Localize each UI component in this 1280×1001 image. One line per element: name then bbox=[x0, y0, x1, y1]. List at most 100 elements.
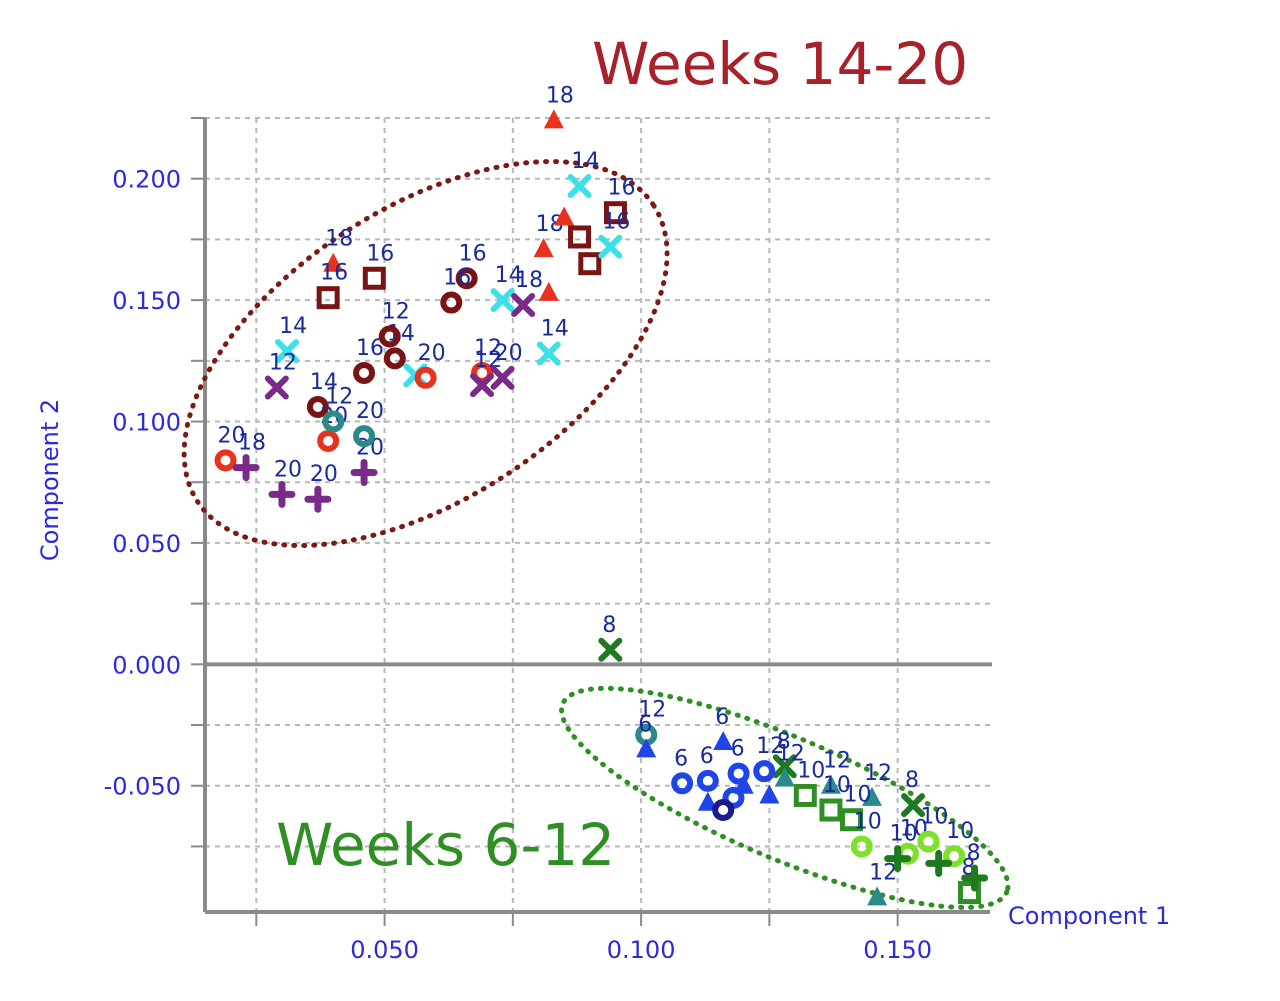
data-point-triangle bbox=[323, 252, 344, 272]
data-point-circle bbox=[850, 835, 873, 858]
data-point-circle bbox=[322, 410, 345, 433]
data-point-label: 12 bbox=[869, 860, 897, 885]
data-point-label: 20 bbox=[218, 423, 246, 448]
data-point-label: 8 bbox=[967, 841, 981, 866]
data-point-plus bbox=[884, 845, 912, 873]
data-point-label: 12 bbox=[474, 336, 502, 361]
data-point-label: 20 bbox=[495, 341, 523, 366]
data-point-square bbox=[316, 286, 340, 310]
data-point-x bbox=[536, 341, 561, 366]
data-point-circle bbox=[306, 395, 329, 418]
data-point-circle bbox=[414, 366, 437, 389]
data-point-triangle bbox=[774, 767, 795, 787]
data-point-square bbox=[957, 881, 981, 905]
data-point-circle bbox=[214, 449, 237, 472]
data-point-label: 8 bbox=[905, 768, 919, 793]
data-point-x bbox=[772, 754, 797, 779]
data-point-label: 12 bbox=[269, 351, 297, 376]
data-point-label: 18 bbox=[546, 83, 574, 108]
data-point-triangle bbox=[554, 206, 575, 226]
data-point-label: 6 bbox=[731, 737, 745, 762]
data-point-circle bbox=[753, 760, 776, 783]
data-point-circle bbox=[378, 325, 401, 348]
data-point-label: 6 bbox=[638, 712, 652, 737]
data-point-label: 16 bbox=[366, 241, 394, 266]
data-point-label: 6 bbox=[700, 744, 714, 769]
data-point-circle bbox=[317, 429, 340, 452]
data-point-x bbox=[275, 339, 300, 364]
cluster-ellipses bbox=[181, 159, 1011, 910]
data-point-x bbox=[490, 365, 515, 390]
data-point-label: 14 bbox=[572, 149, 600, 174]
data-point-label: 16 bbox=[320, 261, 348, 286]
y-tick-label: 0.200 bbox=[112, 166, 181, 194]
data-point-x bbox=[567, 173, 592, 198]
data-point-triangle bbox=[533, 238, 554, 258]
y-axis-label: Component 2 bbox=[36, 399, 64, 561]
x-tick-label: 0.050 bbox=[350, 936, 419, 964]
data-point-label: 8 bbox=[777, 729, 791, 754]
data-point-label: 10 bbox=[854, 809, 882, 834]
data-point-plus bbox=[961, 864, 989, 892]
data-point-triangle bbox=[636, 738, 657, 758]
data-point-triangle bbox=[861, 786, 882, 806]
data-point-x bbox=[901, 793, 926, 818]
data-point-label: 16 bbox=[443, 266, 471, 291]
data-point-label: 8 bbox=[602, 613, 616, 638]
data-point-circle bbox=[712, 799, 735, 822]
data-point-label: 12 bbox=[756, 734, 784, 759]
data-point-circle bbox=[455, 267, 478, 290]
data-point-label: 14 bbox=[310, 370, 338, 395]
data-point-x bbox=[264, 375, 289, 400]
early-cluster-ellipse bbox=[559, 685, 1011, 910]
data-point-circle bbox=[943, 845, 966, 868]
data-point-circle bbox=[917, 830, 940, 853]
data-point-label: 18 bbox=[325, 227, 353, 252]
data-point-label: 10 bbox=[843, 783, 871, 808]
x-axis-label: Component 1 bbox=[1008, 902, 1170, 930]
data-point-x bbox=[511, 292, 536, 317]
gridlines bbox=[205, 117, 990, 912]
data-point-triangle bbox=[867, 886, 888, 906]
y-tick-label: 0.100 bbox=[112, 409, 181, 437]
y-tick-label: 0.000 bbox=[112, 651, 181, 679]
x-tick-label: 0.150 bbox=[863, 936, 932, 964]
data-point-plus bbox=[304, 485, 332, 513]
data-point-label: 20 bbox=[418, 341, 446, 366]
weeks-6-12-annotation: Weeks 6-12 bbox=[276, 811, 615, 879]
data-point-triangle bbox=[759, 784, 780, 804]
y-tick-label: -0.050 bbox=[104, 773, 181, 801]
data-point-circle bbox=[353, 361, 376, 384]
data-point-plus bbox=[232, 454, 260, 482]
data-point-label: 12 bbox=[638, 698, 666, 723]
data-point-label: 16 bbox=[607, 176, 635, 201]
data-point-label: 16 bbox=[459, 241, 487, 266]
y-tick-label: 0.150 bbox=[112, 287, 181, 315]
data-point-triangle bbox=[538, 281, 559, 301]
data-point-circle bbox=[383, 347, 406, 370]
data-point-plus bbox=[350, 459, 378, 487]
data-point-circle bbox=[353, 425, 376, 448]
data-point-circle bbox=[696, 769, 719, 792]
data-point-square bbox=[819, 798, 843, 822]
data-point-circle bbox=[722, 786, 745, 809]
data-point-label: 10 bbox=[823, 773, 851, 798]
data-point-x bbox=[490, 288, 515, 313]
data-point-triangle bbox=[543, 109, 564, 129]
data-point-label: 10 bbox=[920, 805, 948, 830]
data-point-label: 6 bbox=[674, 746, 688, 771]
data-point-label: 10 bbox=[890, 822, 918, 847]
data-point-label: 12 bbox=[864, 761, 892, 786]
data-point-label: 20 bbox=[274, 457, 302, 482]
data-point-circle bbox=[440, 291, 463, 314]
axes bbox=[191, 117, 992, 926]
data-point-x bbox=[598, 234, 623, 259]
data-point-label: 10 bbox=[797, 758, 825, 783]
data-point-label: 14 bbox=[495, 263, 523, 288]
data-point-label: 10 bbox=[946, 819, 974, 844]
data-point-x bbox=[598, 637, 623, 662]
data-point-label: 6 bbox=[715, 705, 729, 730]
weeks-14-20-annotation: Weeks 14-20 bbox=[592, 30, 968, 98]
